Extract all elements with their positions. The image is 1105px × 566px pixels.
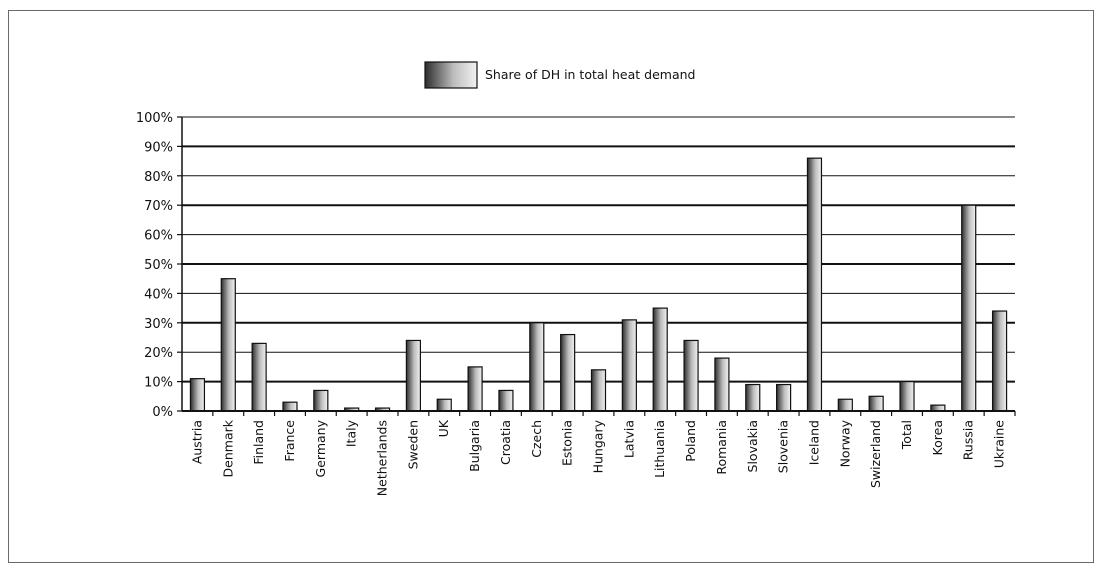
y-tick-label: 10%: [144, 376, 173, 391]
bar: [837, 398, 853, 412]
bar: [899, 381, 915, 412]
bar: [529, 322, 545, 412]
x-category-label: Netherlands: [375, 420, 390, 496]
bar: [560, 333, 576, 412]
x-category-label: Poland: [683, 420, 698, 462]
bar: [714, 357, 730, 412]
x-category-label: Korea: [930, 420, 945, 455]
axes: [181, 117, 1015, 412]
x-category-label: Denmark: [220, 419, 235, 477]
bar: [251, 342, 267, 412]
bar: [621, 319, 637, 412]
y-tick-label: 30%: [144, 317, 173, 332]
x-category-label: Sweden: [405, 420, 420, 469]
x-category-label: Finland: [251, 420, 266, 465]
bar: [991, 310, 1008, 412]
y-tick-label: 50%: [144, 258, 173, 273]
bar: [282, 401, 298, 412]
y-tick-label: 100%: [136, 111, 173, 126]
x-category-label: Total: [899, 420, 914, 450]
bar: [776, 383, 792, 412]
y-axis-ticks: 0% 10% 20% 30% 40% 50% 60% 70% 80% 90% 100%: [136, 111, 182, 420]
chart-frame: Share of DH in total heat demand 0% 10% 20…: [8, 10, 1094, 563]
x-category-label: France: [282, 420, 297, 462]
x-category-label: Romania: [714, 420, 729, 475]
x-category-label: Italy: [344, 419, 359, 447]
gridlines: [182, 116, 1015, 383]
bar: [961, 204, 977, 412]
legend: Share of DH in total heat demand: [424, 61, 695, 89]
x-category-label: Czech: [529, 420, 544, 458]
bar: [220, 278, 236, 412]
bars: [189, 157, 1008, 412]
y-tick-label: 90%: [144, 140, 173, 155]
y-tick-label: 70%: [144, 199, 173, 214]
x-category-label: UK: [436, 419, 451, 437]
x-category-label: Swizerland: [868, 420, 883, 488]
bar: [467, 366, 483, 412]
y-tick-label: 20%: [144, 346, 173, 361]
x-category-label: Iceland: [806, 420, 821, 465]
x-category-label: Croatia: [498, 420, 513, 465]
x-category-label: Latvia: [621, 420, 636, 458]
legend-label: Share of DH in total heat demand: [485, 67, 695, 82]
y-tick-label: 80%: [144, 170, 173, 185]
y-tick-label: 0%: [152, 405, 173, 420]
x-category-label: Slovakia: [745, 420, 760, 472]
x-category-label: Austria: [189, 420, 204, 464]
x-category-label: Russia: [961, 420, 976, 460]
bar: [436, 398, 452, 412]
x-category-label: Bulgaria: [467, 420, 482, 472]
bar: [313, 389, 329, 412]
x-category-label: Hungary: [591, 419, 606, 473]
legend-swatch: [424, 61, 478, 89]
bar-chart: Share of DH in total heat demand 0% 10% 20…: [136, 61, 1016, 496]
bar: [189, 378, 206, 412]
y-tick-label: 40%: [144, 287, 173, 302]
bar: [745, 383, 761, 412]
bar: [652, 307, 668, 412]
x-category-label: Estonia: [560, 420, 575, 466]
x-category-label: Slovenia: [776, 420, 791, 473]
bar: [498, 389, 514, 412]
bar: [405, 339, 421, 412]
bar: [683, 339, 699, 412]
x-category-label: Norway: [837, 419, 852, 467]
x-category-label: Lithuania: [652, 420, 667, 478]
bar: [868, 395, 884, 412]
x-axis-labels: Austria Denmark Finland France Germany Italy N…: [189, 411, 1016, 496]
x-category-label: Germany: [313, 419, 328, 477]
x-category-label: Ukraine: [992, 420, 1007, 469]
bar: [806, 157, 823, 412]
bar: [590, 369, 607, 412]
y-tick-label: 60%: [144, 229, 173, 244]
